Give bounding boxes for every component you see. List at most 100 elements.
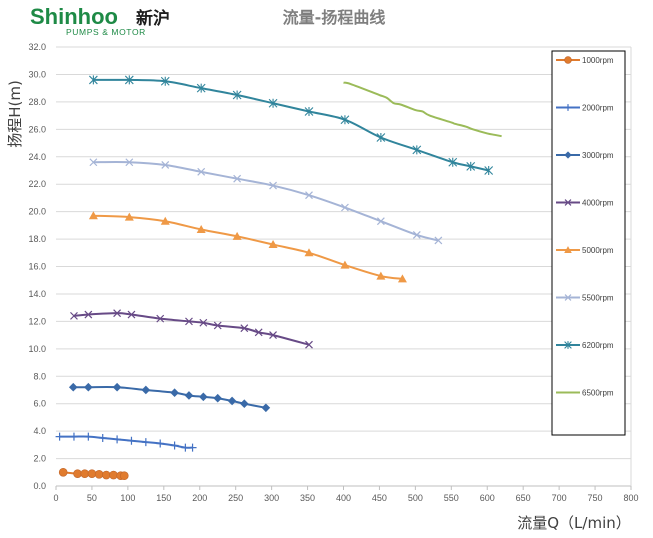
point-5500rpm-5: [269, 181, 277, 190]
x-tick-7: 350: [300, 493, 315, 503]
y-tick-2: 4.0: [33, 426, 46, 436]
series-line-5500rpm: [93, 161, 439, 242]
point-5500rpm-6: [305, 191, 313, 200]
point-5500rpm-4: [233, 174, 242, 183]
point-6200rpm-8: [376, 133, 386, 143]
point-5000rpm-9: [397, 274, 407, 283]
point-6200rpm-10: [448, 157, 458, 167]
y-tick-labels: 0.0 2.0 4.0 6.0 8.0 10.0 12.0 14.0 16.0 18.0 20.0 2…: [28, 42, 46, 491]
y-tick-14: 28.0: [28, 97, 46, 107]
point-3000rpm-1: [84, 382, 93, 392]
legend-marker-6200rpm: [564, 341, 572, 349]
point-2000rpm-8: [170, 441, 179, 450]
point-6200rpm-3: [196, 83, 206, 93]
point-3000rpm-6: [199, 392, 208, 402]
series-4000rpm: [70, 309, 313, 349]
point-3000rpm-3: [141, 385, 151, 395]
legend-marker-3000rpm: [564, 151, 572, 159]
point-1000rpm-2: [80, 469, 90, 478]
series-layer: [55, 75, 502, 481]
legend-marker-2000rpm: [564, 104, 572, 111]
series-6200rpm: [88, 75, 494, 175]
point-2000rpm-3: [98, 433, 107, 442]
point-4000rpm-5: [185, 317, 193, 326]
legend-label-5500rpm: 5500rpm: [582, 294, 614, 303]
point-2000rpm-5: [127, 436, 136, 445]
legend: 1000rpm 2000rpm 3000rpm 4000rpm 5000rpm 5500r…: [551, 50, 626, 436]
series-line-3000rpm: [73, 386, 267, 409]
y-tick-8: 16.0: [28, 262, 46, 272]
series-5000rpm: [88, 211, 407, 283]
x-tick-2: 100: [120, 493, 135, 503]
point-5500rpm-0: [89, 158, 98, 167]
point-5000rpm-2: [160, 216, 170, 225]
series-2000rpm: [55, 432, 197, 452]
point-5000rpm-3: [196, 224, 206, 233]
legend-marker-5500rpm: [564, 294, 572, 301]
point-3000rpm-7: [213, 393, 223, 403]
point-5000rpm-1: [124, 212, 134, 221]
point-4000rpm-6: [199, 318, 208, 327]
x-tick-14: 700: [552, 493, 567, 503]
point-1000rpm-8: [119, 471, 129, 481]
point-5500rpm-2: [161, 161, 170, 169]
x-tick-13: 650: [516, 493, 531, 503]
point-2000rpm-10: [188, 443, 197, 452]
legend-marker-5000rpm: [564, 246, 572, 253]
legend-label-6500rpm: 6500rpm: [582, 389, 614, 398]
legend-label-2000rpm: 2000rpm: [582, 104, 614, 113]
legend-marker-1000rpm: [564, 56, 572, 64]
point-2000rpm-1: [69, 432, 78, 441]
x-tick-12: 600: [480, 493, 495, 503]
x-tick-3: 150: [156, 493, 171, 503]
x-tick-11: 550: [444, 493, 459, 503]
point-2000rpm-4: [113, 435, 122, 444]
logo-cn-text: 新沪: [136, 8, 170, 29]
legend-box: [551, 50, 626, 436]
axes: [55, 47, 632, 490]
point-5000rpm-5: [268, 240, 278, 249]
point-6200rpm-11: [466, 161, 476, 171]
point-6200rpm-6: [304, 106, 314, 116]
point-2000rpm-0: [55, 432, 64, 441]
point-2000rpm-6: [141, 438, 150, 447]
logo-sub-text: PUMPS & MOTOR: [66, 27, 146, 37]
point-5000rpm-8: [376, 271, 386, 280]
x-tick-0: 0: [53, 493, 58, 503]
legend-item-2000rpm: 2000rpm: [556, 104, 614, 113]
point-1000rpm-5: [102, 470, 111, 480]
point-6200rpm-2: [160, 76, 170, 86]
point-2000rpm-9: [181, 443, 190, 452]
legend-item-1000rpm: 1000rpm: [556, 56, 614, 65]
chart-title: 流量-扬程曲线: [283, 8, 386, 27]
point-3000rpm-0: [68, 382, 78, 392]
point-5500rpm-9: [412, 231, 421, 239]
point-6200rpm-1: [124, 75, 134, 85]
x-tick-15: 750: [588, 493, 603, 503]
x-tick-1: 50: [87, 493, 97, 503]
legend-item-5000rpm: 5000rpm: [556, 246, 614, 255]
legend-item-5500rpm: 5500rpm: [556, 294, 614, 303]
point-5000rpm-6: [304, 248, 314, 257]
legend-item-3000rpm: 3000rpm: [556, 151, 614, 160]
y-tick-12: 24.0: [28, 152, 46, 162]
point-5500rpm-8: [376, 217, 385, 226]
legend-item-6500rpm: 6500rpm: [556, 389, 614, 398]
point-2000rpm-7: [156, 439, 165, 448]
y-tick-15: 30.0: [28, 69, 46, 79]
point-3000rpm-2: [112, 382, 122, 392]
grid: [56, 46, 631, 460]
series-line-5000rpm: [93, 214, 403, 280]
y-tick-6: 12.0: [28, 316, 46, 326]
point-5000rpm-7: [340, 260, 350, 269]
point-5000rpm-0: [88, 211, 98, 220]
point-3000rpm-5: [184, 391, 194, 400]
series-1000rpm: [58, 467, 129, 481]
y-tick-10: 20.0: [28, 207, 46, 217]
legend-label-4000rpm: 4000rpm: [582, 199, 614, 208]
point-4000rpm-1: [84, 310, 93, 319]
point-6200rpm-0: [88, 75, 98, 85]
point-5500rpm-3: [197, 167, 206, 176]
point-4000rpm-3: [127, 310, 136, 319]
point-5500rpm-10: [434, 236, 443, 245]
